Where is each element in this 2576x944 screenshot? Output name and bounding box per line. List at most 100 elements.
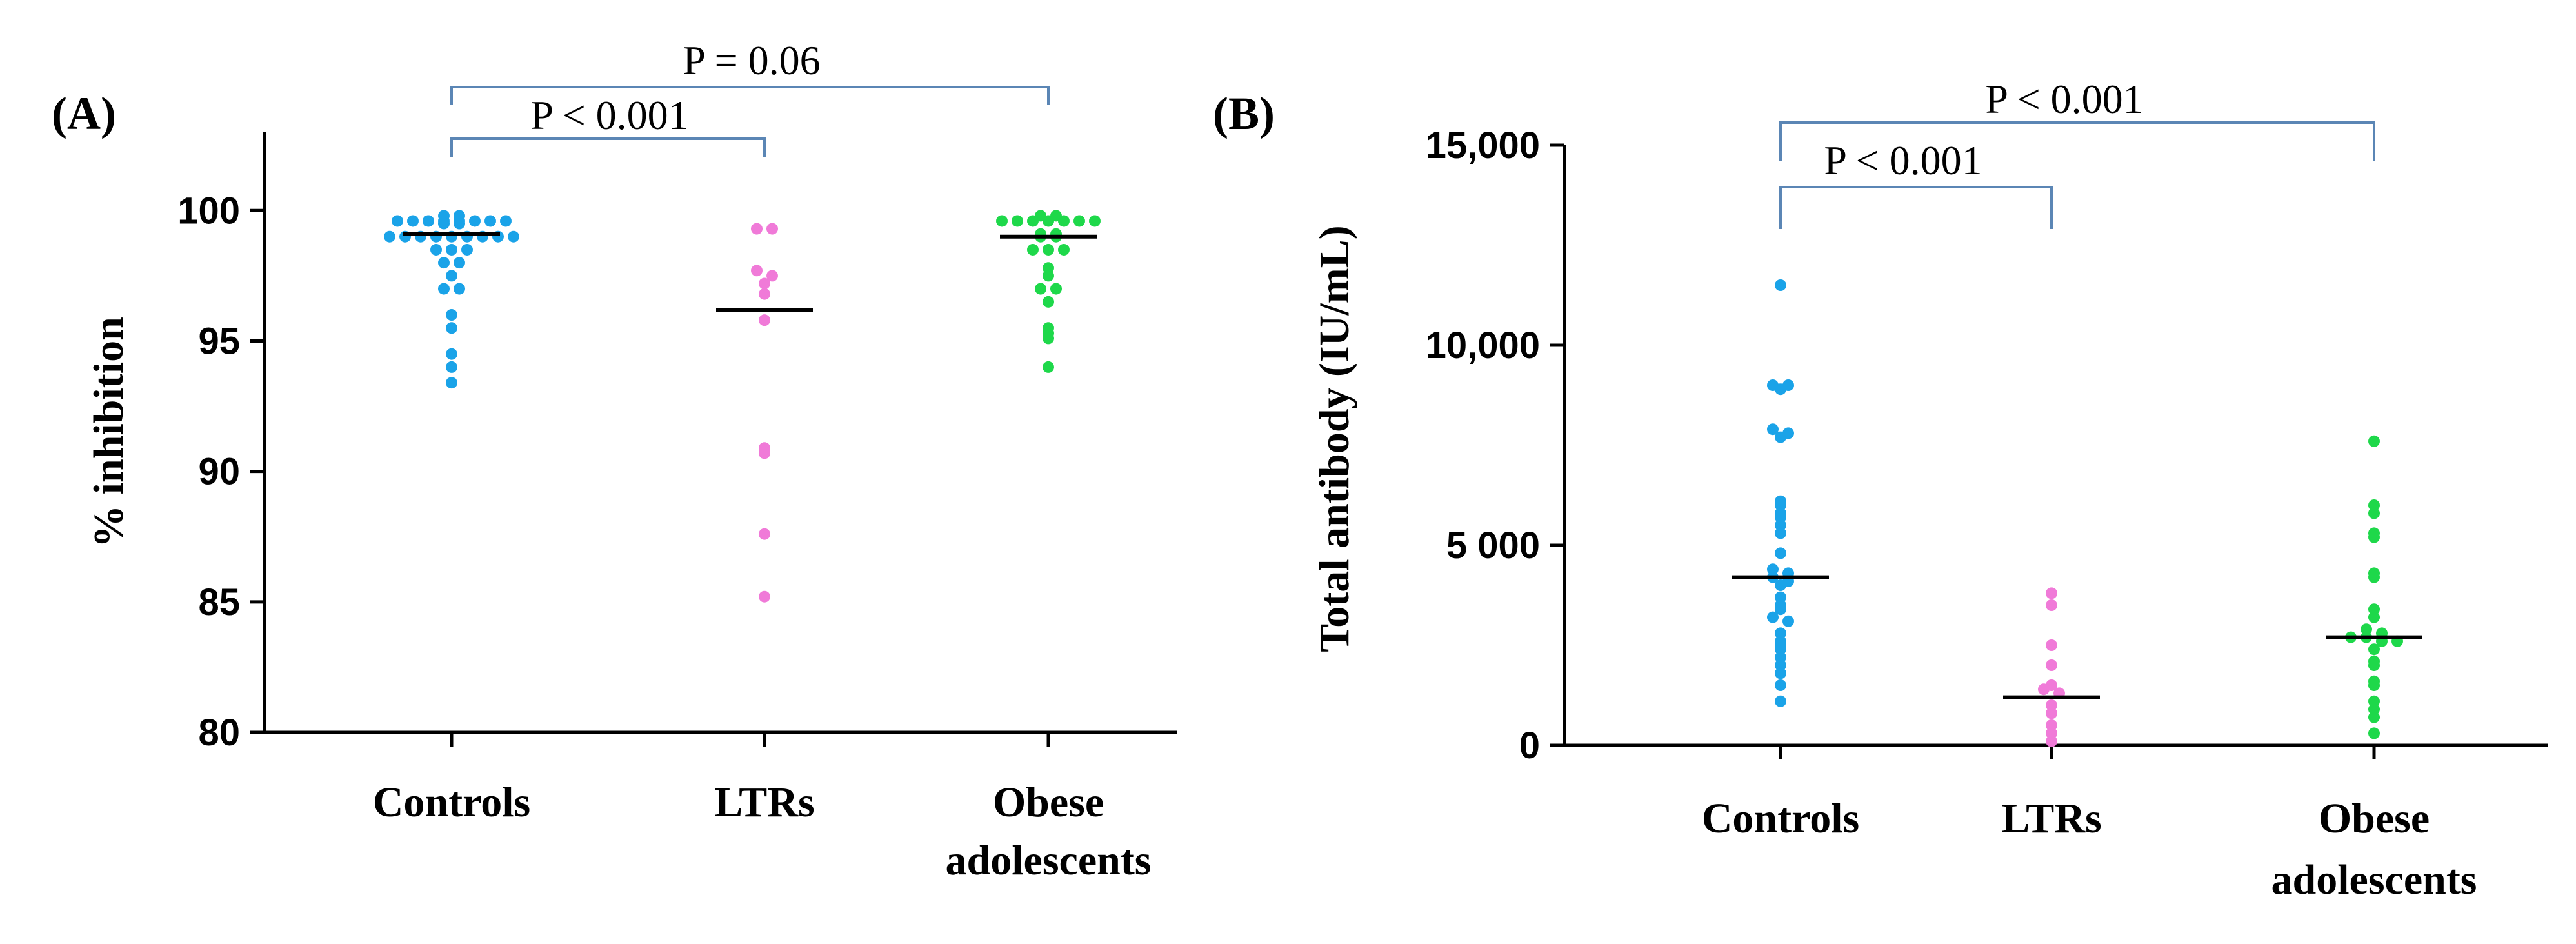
data-point-obese-adolescents [2368, 499, 2380, 511]
data-point-controls [1775, 527, 1786, 539]
data-point-obese-adolescents [1027, 243, 1039, 256]
data-point-controls [461, 243, 473, 256]
x-category-label: Controls [1702, 795, 1859, 842]
data-point-obese-adolescents [2368, 643, 2380, 656]
data-point-controls [446, 322, 457, 334]
data-point-ltrs [759, 528, 770, 540]
y-axis-label: Total antibody (IU/mL) [1311, 225, 1358, 652]
x-category-label: Obese [993, 779, 1104, 826]
data-point-controls [446, 348, 457, 360]
data-point-obese-adolescents [2368, 695, 2380, 707]
y-tick-label: 15,000 [1426, 125, 1540, 166]
data-point-controls [508, 230, 519, 243]
data-point-ltrs [2046, 599, 2057, 611]
data-point-obese-adolescents [1050, 210, 1062, 222]
data-point-obese-adolescents [1073, 215, 1085, 227]
y-tick-label: 5 000 [1446, 525, 1540, 567]
data-point-obese-adolescents [996, 215, 1008, 227]
data-point-obese-adolescents [1043, 332, 1054, 345]
data-point-ltrs [751, 223, 763, 235]
data-point-controls [430, 243, 442, 256]
data-point-controls [1775, 519, 1786, 531]
data-point-ltrs [2046, 727, 2057, 739]
data-point-controls [446, 361, 457, 373]
data-point-controls [438, 257, 450, 269]
p-value-label: P < 0.001 [1985, 76, 2143, 122]
data-point-controls [423, 215, 434, 227]
data-point-ltrs [766, 270, 778, 282]
x-category-label: LTRs [2001, 795, 2101, 842]
data-point-controls [1775, 431, 1786, 443]
data-point-obese-adolescents [1058, 243, 1070, 256]
data-point-ltrs [2038, 683, 2050, 696]
data-point-controls [1775, 651, 1786, 663]
data-point-ltrs [2046, 719, 2057, 731]
data-point-ltrs [759, 447, 770, 459]
significance-bracket [1779, 186, 2053, 229]
data-point-controls [1775, 667, 1786, 679]
data-point-controls [392, 215, 403, 227]
data-point-controls [1775, 695, 1786, 707]
data-point-ltrs [2046, 639, 2057, 651]
y-axis-label: % inhibition [85, 317, 132, 548]
data-point-controls [1775, 579, 1786, 591]
panel-label: (B) [1213, 88, 1275, 139]
data-point-obese-adolescents [1043, 243, 1054, 256]
data-point-controls [446, 377, 457, 389]
y-tick-label: 10,000 [1426, 325, 1540, 367]
data-point-ltrs [759, 314, 770, 326]
data-point-obese-adolescents [1050, 283, 1062, 295]
data-point-obese-adolescents [2368, 659, 2380, 671]
data-point-obese-adolescents [2368, 679, 2380, 691]
data-point-obese-adolescents [1043, 270, 1054, 282]
data-point-obese-adolescents [1089, 215, 1101, 227]
data-point-ltrs [2046, 587, 2057, 599]
data-point-controls [384, 230, 395, 243]
data-point-controls [484, 215, 496, 227]
data-point-obese-adolescents [1012, 215, 1023, 227]
y-tick-label: 85 [198, 581, 240, 623]
p-value-label: P = 0.06 [683, 37, 820, 83]
x-category-label: LTRs [714, 779, 814, 826]
data-point-obese-adolescents [1043, 361, 1054, 373]
data-point-controls [1775, 383, 1786, 396]
data-point-obese-adolescents [2368, 711, 2380, 723]
data-point-ltrs [759, 590, 770, 603]
data-point-obese-adolescents [2368, 571, 2380, 583]
data-point-controls [454, 257, 465, 269]
data-point-controls [1767, 423, 1779, 436]
panel-label: (A) [52, 88, 116, 139]
data-point-controls [1775, 499, 1786, 511]
x-category-label: adolescents [2271, 856, 2477, 903]
data-point-controls [500, 215, 512, 227]
data-point-controls [407, 215, 419, 227]
data-point-controls [1775, 627, 1786, 639]
data-point-controls [1767, 563, 1779, 576]
data-point-controls [1767, 611, 1779, 623]
data-point-ltrs [2046, 707, 2057, 719]
data-point-controls [1775, 659, 1786, 671]
data-point-controls [1775, 547, 1786, 559]
x-category-label: Obese [2319, 795, 2430, 842]
data-point-controls [1782, 615, 1794, 627]
data-point-controls [446, 243, 457, 256]
significance-bracket [1779, 121, 2375, 161]
data-point-controls [469, 215, 481, 227]
significance-bracket [450, 137, 766, 157]
data-point-obese-adolescents [1043, 296, 1054, 308]
data-point-obese-adolescents [2368, 703, 2380, 716]
p-value-label: P < 0.001 [1824, 137, 1982, 183]
data-point-obese-adolescents [2368, 507, 2380, 519]
data-point-ltrs [751, 265, 763, 277]
data-point-controls [454, 283, 465, 295]
data-point-controls [1775, 679, 1786, 691]
data-point-ltrs [2046, 735, 2057, 747]
data-point-obese-adolescents [2368, 611, 2380, 623]
y-tick-label: 95 [198, 320, 240, 362]
data-point-obese-adolescents [2368, 727, 2380, 739]
data-point-obese-adolescents [2368, 531, 2380, 543]
data-point-controls [454, 217, 465, 230]
data-point-controls [446, 270, 457, 282]
data-point-ltrs [759, 277, 770, 290]
